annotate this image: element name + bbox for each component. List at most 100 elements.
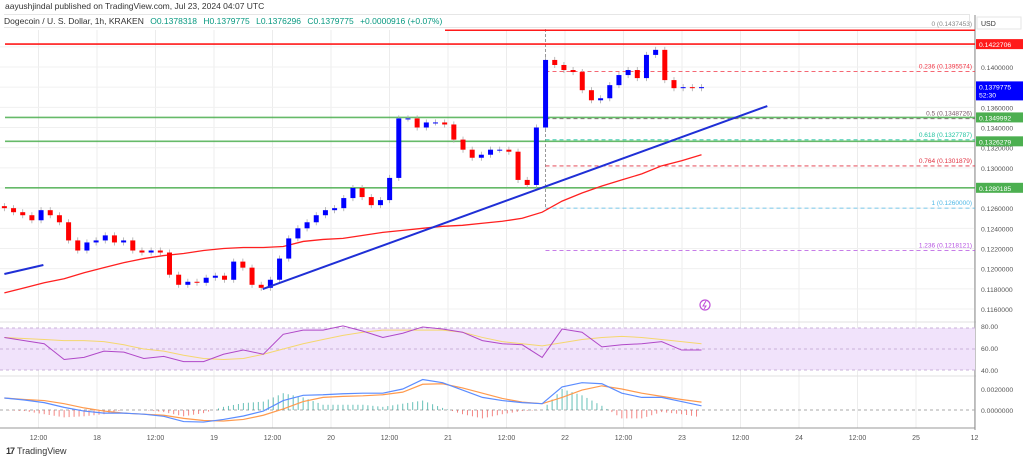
time-axis-label: 12:00 [264, 435, 282, 442]
candle [634, 67, 640, 82]
candle [607, 82, 613, 102]
candle [699, 84, 704, 92]
candle [222, 272, 228, 283]
candle [277, 255, 283, 283]
lightning-icon-bolt [702, 300, 707, 310]
candle-body [93, 240, 99, 243]
close-value: C0.1379775 [307, 16, 354, 26]
candle-body [139, 250, 145, 253]
brand-name[interactable]: TradingView [17, 446, 67, 456]
candle-body [185, 281, 191, 285]
fib-price: 0.1301879 [939, 158, 970, 165]
candle [295, 225, 301, 242]
candle-body [56, 215, 62, 223]
candle [643, 51, 649, 82]
candle-body [20, 212, 26, 216]
candle-body [47, 210, 53, 216]
price-tag-label: 0.1422706 [979, 42, 1011, 49]
candle [322, 207, 328, 219]
candle [286, 235, 292, 262]
candle [102, 232, 108, 244]
candle-body [460, 139, 466, 150]
candle [552, 56, 558, 69]
fib-price-open: ( [935, 111, 940, 118]
fib-ratio: 1 [931, 200, 935, 207]
time-axis-label: 19 [210, 435, 218, 442]
price-axis-label: 0.1340000 [981, 125, 1013, 132]
currency-button[interactable] [976, 16, 1022, 30]
current-price-tag [976, 81, 1023, 101]
candle [561, 61, 567, 74]
candle-body [432, 122, 438, 124]
candle-body [616, 75, 622, 86]
candle [616, 72, 622, 89]
price-tag [976, 112, 1023, 123]
price-axis-label: 0.1320000 [981, 146, 1013, 153]
high-value: H0.1379775 [203, 16, 250, 26]
fib-level-label: 1 (0.1260000) [931, 200, 972, 207]
time-axis-label: 21 [444, 435, 452, 442]
candle [304, 219, 310, 232]
fib-ratio: 1.236 [919, 242, 936, 249]
candle-body [286, 238, 292, 259]
candle-body [176, 274, 182, 285]
time-axis-label: 12:00 [732, 435, 750, 442]
candle [543, 56, 549, 131]
lightning-icon[interactable] [699, 299, 711, 311]
rsi-line [4, 325, 702, 363]
time-axis-label: 24 [795, 435, 803, 442]
candle-body [258, 284, 264, 288]
candle [240, 258, 246, 271]
fib-price-close: ) [970, 21, 972, 28]
candle-body [341, 198, 347, 209]
candle-body [249, 267, 255, 285]
candle-body [469, 149, 475, 158]
candle-body [368, 197, 374, 206]
fib-price-open: ( [935, 200, 940, 207]
candle-body [66, 222, 72, 241]
time-axis-label: 23 [678, 435, 686, 442]
fib-price-open: ( [935, 21, 940, 28]
low-value: L0.1376296 [256, 16, 302, 26]
candle [625, 67, 631, 79]
price-axis-label: 0.1180000 [981, 287, 1013, 294]
candle [231, 258, 237, 283]
candle [579, 69, 585, 94]
candle-body [423, 122, 429, 128]
candle-body [634, 70, 640, 79]
candle [111, 232, 117, 246]
candle-body [478, 154, 484, 158]
candle-body [377, 200, 383, 206]
candle-body [653, 49, 659, 55]
fib-price-close: ) [970, 132, 972, 139]
price-chart[interactable]: 12:00 18 12:00 19 12:00 20 12:00 21 12:00 22 12:00… [0, 0, 1024, 446]
symbol-name[interactable]: Dogecoin / U. S. Dollar, 1h, KRAKEN [4, 16, 144, 26]
rsi-axis-label: 40.00 [981, 368, 998, 375]
candle-body [350, 187, 356, 199]
candle [258, 281, 264, 291]
fib-price-open: ( [935, 63, 940, 70]
candle [341, 195, 347, 212]
fib-price: 0.1395574 [939, 63, 970, 70]
fib-price-open: ( [935, 242, 940, 249]
rsi-axis-label: 80.00 [981, 324, 998, 331]
fib-price: 0.1327787 [939, 132, 970, 139]
candle [313, 212, 319, 226]
candle [405, 115, 411, 122]
candle [194, 278, 200, 286]
candle-body [75, 240, 81, 251]
candle [423, 119, 429, 131]
candle-body [524, 179, 530, 185]
candle-body [414, 118, 420, 128]
candle [497, 146, 503, 153]
candle-body [102, 235, 108, 241]
candle [47, 207, 53, 219]
candle [130, 237, 136, 254]
candle-body [680, 87, 686, 89]
fib-price: 0.1218121 [939, 242, 970, 249]
fib-price-close: ) [970, 158, 972, 165]
candle [396, 115, 402, 181]
candle [212, 272, 218, 281]
candle-body [515, 151, 521, 180]
currency-label: USD [981, 21, 996, 28]
